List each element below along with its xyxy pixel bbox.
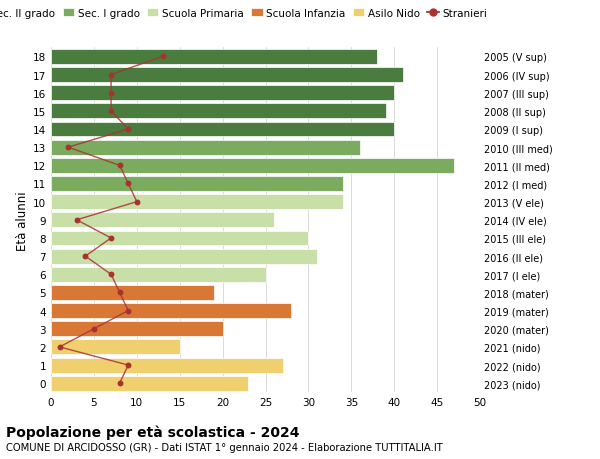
Bar xyxy=(51,340,180,354)
Bar xyxy=(51,140,360,155)
Text: COMUNE DI ARCIDOSSO (GR) - Dati ISTAT 1° gennaio 2024 - Elaborazione TUTTITALIA.: COMUNE DI ARCIDOSSO (GR) - Dati ISTAT 1°… xyxy=(6,442,443,452)
Bar xyxy=(51,213,274,228)
Point xyxy=(115,289,124,297)
Legend: Sec. II grado, Sec. I grado, Scuola Primaria, Scuola Infanzia, Asilo Nido, Stran: Sec. II grado, Sec. I grado, Scuola Prim… xyxy=(0,9,487,19)
Bar xyxy=(51,322,223,336)
Point xyxy=(72,217,82,224)
Point xyxy=(115,380,124,387)
Point xyxy=(132,199,142,206)
Point xyxy=(158,54,167,61)
Point xyxy=(124,307,133,314)
Bar xyxy=(51,50,377,65)
Text: Popolazione per età scolastica - 2024: Popolazione per età scolastica - 2024 xyxy=(6,425,299,439)
Bar xyxy=(51,86,394,101)
Point xyxy=(80,253,90,260)
Point xyxy=(106,271,116,278)
Bar xyxy=(51,195,343,210)
Point xyxy=(124,126,133,134)
Bar xyxy=(51,122,394,137)
Bar xyxy=(51,249,317,264)
Point xyxy=(106,108,116,115)
Point xyxy=(106,72,116,79)
Bar xyxy=(51,177,343,191)
Point xyxy=(89,325,99,333)
Bar xyxy=(51,285,214,300)
Point xyxy=(106,235,116,242)
Point xyxy=(55,343,64,351)
Bar xyxy=(51,158,454,174)
Bar xyxy=(51,267,265,282)
Bar xyxy=(51,358,283,373)
Bar xyxy=(51,68,403,83)
Bar xyxy=(51,104,386,119)
Y-axis label: Età alunni: Età alunni xyxy=(16,190,29,250)
Bar xyxy=(51,376,248,391)
Bar xyxy=(51,231,308,246)
Point xyxy=(124,180,133,188)
Point xyxy=(115,162,124,170)
Point xyxy=(124,362,133,369)
Point xyxy=(106,90,116,97)
Point xyxy=(64,144,73,151)
Bar xyxy=(51,303,291,319)
